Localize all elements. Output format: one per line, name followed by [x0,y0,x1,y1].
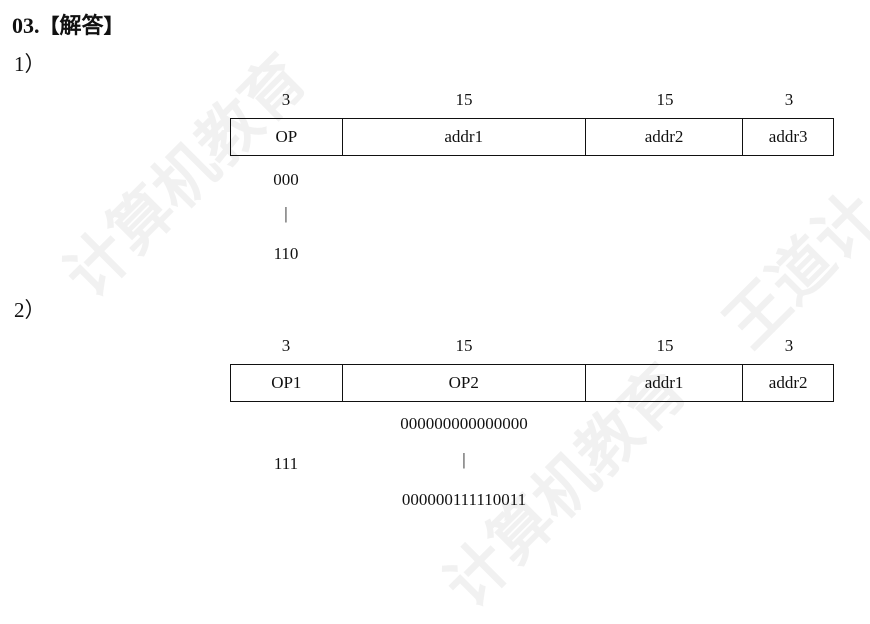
part2-field-addr1: addr1 [586,365,744,401]
part1-bit-width-addr3: 3 [784,90,794,109]
part1-bit-width-addr1: 15 [455,90,473,109]
part2-op2-range-start: 000000000000000 [400,414,528,433]
part2-field-op2: OP2 [343,365,586,401]
answer-title: 解答 [59,13,104,38]
part1-op-range-end: 110 [273,244,299,263]
part1-field-addr1: addr1 [343,119,586,155]
part2-bit-width-op2: 15 [455,336,473,355]
part2-field-op1: OP1 [231,365,343,401]
part1-field-op: OP [231,119,343,155]
answer-heading: 03.【解答】 [12,8,124,40]
part2-op2-range-separator: | [462,450,466,469]
part1-bit-width-op: 3 [281,90,291,109]
part2-op1-value: 111 [273,454,299,473]
bracket-open: 【 [39,14,60,38]
part1-op-range-start: 000 [273,170,299,189]
watermark: 王道计 [709,178,870,362]
part2-op2-range-end: 000000111110011 [401,490,527,509]
part2-instruction-format: OP1 OP2 addr1 addr2 [230,364,834,402]
part2-field-addr2: addr2 [768,373,808,392]
part2-label: 2） [14,298,46,322]
question-number: 03. [12,13,40,38]
part1-bit-width-addr2: 15 [656,90,674,109]
part1-instruction-format: OP addr1 addr2 addr3 [230,118,834,156]
part1-field-addr2: addr2 [586,119,744,155]
part1-label: 1） [14,52,46,76]
bracket-close: 】 [103,14,124,38]
part1-op-range-separator: | [284,204,288,223]
part2-bit-width-op1: 3 [281,336,291,355]
part2-bit-width-addr2: 3 [784,336,794,355]
part2-bit-width-addr1: 15 [656,336,674,355]
part1-field-addr3: addr3 [768,127,808,146]
